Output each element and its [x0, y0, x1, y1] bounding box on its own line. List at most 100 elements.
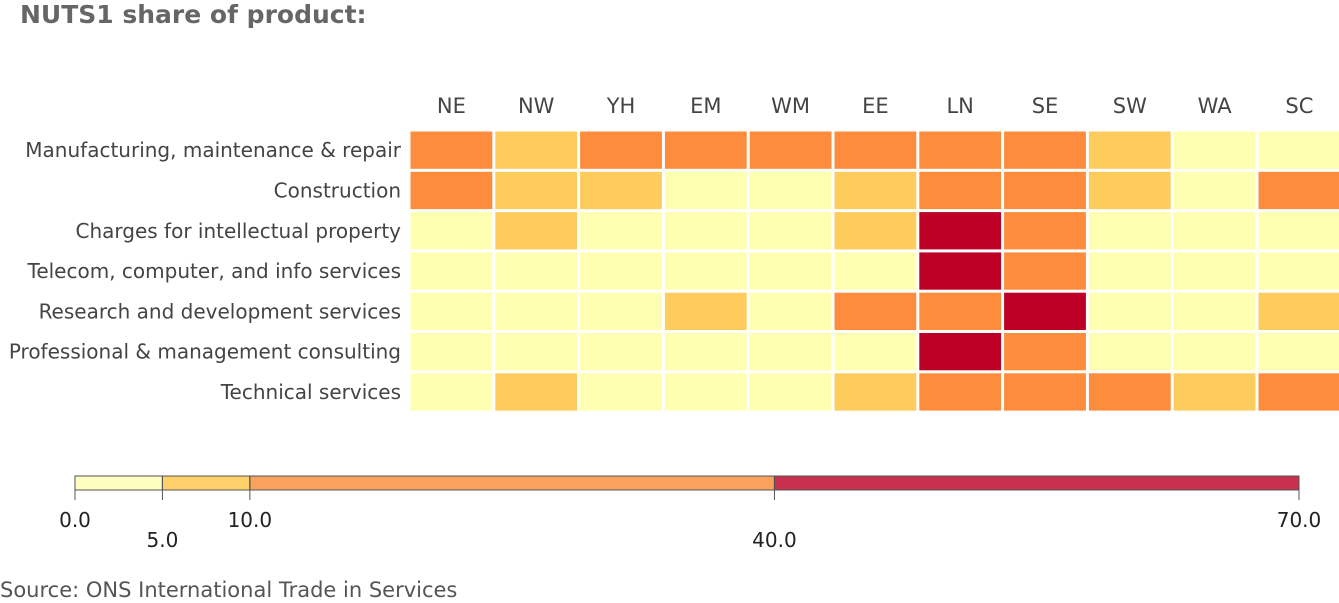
heatmap-cell — [664, 252, 747, 290]
heatmap-cell — [1258, 292, 1339, 330]
heatmap-cell — [1088, 171, 1171, 210]
heatmap-cell — [410, 171, 493, 210]
heatmap-cell — [580, 333, 662, 371]
column-label-ln: LN — [946, 94, 973, 118]
heatmap-cell — [1173, 373, 1256, 411]
heatmap-cell — [580, 292, 662, 330]
heatmap-cell — [919, 171, 1002, 210]
row-label: Manufacturing, maintenance & repair — [25, 138, 401, 162]
colorbar: 0.0 5.0 10.0 40.0 70.0 — [59, 475, 1322, 552]
heatmap-cell — [1088, 212, 1171, 250]
heatmap-cell — [495, 131, 578, 169]
heatmap-cell — [580, 252, 662, 290]
heatmap-cell — [1088, 292, 1171, 330]
colorbar-segment — [773, 475, 1300, 491]
heatmap-cell — [919, 292, 1002, 330]
source-note: Source: ONS International Trade in Servi… — [0, 578, 458, 602]
heatmap-cell — [919, 131, 1002, 169]
column-label-ee: EE — [862, 94, 889, 118]
colorbar-tick-label: 10.0 — [228, 508, 273, 532]
heatmap-cell — [834, 212, 917, 250]
heatmap-cell — [1258, 252, 1339, 290]
heatmap-cell — [1088, 131, 1171, 169]
heatmap-cell — [834, 292, 917, 330]
colorbar-segment — [74, 475, 163, 491]
heatmap-cell — [749, 131, 832, 169]
heatmap-cell — [834, 373, 917, 411]
row-label: Professional & management consulting — [9, 340, 401, 364]
heatmap-cell — [1004, 252, 1086, 290]
chart-title: NUTS1 share of product: — [20, 0, 367, 29]
heatmap-cell — [1258, 373, 1339, 411]
heatmap-cell — [580, 373, 662, 411]
heatmap-cell — [495, 212, 578, 250]
heatmap-cell — [749, 252, 832, 290]
heatmap-cell — [664, 171, 747, 210]
heatmap-cell — [749, 171, 832, 210]
heatmap-cell — [749, 212, 832, 250]
heatmap-cells — [410, 131, 1339, 411]
colorbar-segment — [249, 475, 775, 491]
heatmap-cell — [580, 212, 662, 250]
heatmap-cell — [1004, 212, 1086, 250]
heatmap-cell — [749, 333, 832, 371]
column-label-sw: SW — [1113, 94, 1147, 118]
row-label: Charges for intellectual property — [76, 219, 402, 243]
heatmap-cell — [495, 292, 578, 330]
column-label-yh: YH — [606, 94, 636, 118]
heatmap-cell — [1004, 171, 1086, 210]
row-label: Construction — [274, 178, 401, 202]
heatmap-cell — [495, 333, 578, 371]
heatmap-cell — [1173, 252, 1256, 290]
heatmap-cell — [580, 171, 662, 210]
heatmap-cell — [410, 212, 493, 250]
heatmap-cell — [749, 373, 832, 411]
heatmap-cell — [1173, 212, 1256, 250]
column-label-wa: WA — [1198, 94, 1233, 118]
colorbar-tick-label: 5.0 — [147, 528, 179, 552]
heatmap-cell — [1088, 252, 1171, 290]
heatmap-cell — [919, 252, 1002, 290]
column-label-ne: NE — [437, 94, 466, 118]
heatmap-cell — [1088, 373, 1171, 411]
heatmap-cell — [580, 131, 662, 169]
heatmap-cell — [1173, 292, 1256, 330]
column-label-nw: NW — [518, 94, 555, 118]
heatmap-cell — [1004, 333, 1086, 371]
heatmap-cell — [664, 373, 747, 411]
heatmap-cell — [1258, 333, 1339, 371]
heatmap-cell — [495, 252, 578, 290]
colorbar-segment — [161, 475, 251, 491]
heatmap-cell — [664, 333, 747, 371]
colorbar-tick-label: 0.0 — [59, 508, 91, 532]
heatmap-cell — [1173, 131, 1256, 169]
heatmap-cell — [834, 252, 917, 290]
heatmap-cell — [1004, 373, 1086, 411]
column-label-wm: WM — [771, 94, 810, 118]
heatmap-cell — [1004, 131, 1086, 169]
heatmap-cell — [495, 171, 578, 210]
row-label: Technical services — [220, 380, 401, 404]
column-label-se: SE — [1032, 94, 1059, 118]
heatmap-cell — [834, 333, 917, 371]
heatmap-cell — [410, 333, 493, 371]
heatmap-cell — [1088, 333, 1171, 371]
colorbar-tick-label: 70.0 — [1277, 508, 1322, 532]
row-label: Telecom, computer, and info services — [27, 259, 402, 283]
heatmap-cell — [664, 292, 747, 330]
heatmap-cell — [834, 171, 917, 210]
heatmap-cell — [410, 252, 493, 290]
heatmap-cell — [834, 131, 917, 169]
heatmap-cell — [919, 212, 1002, 250]
heatmap-cell — [410, 292, 493, 330]
row-labels: Manufacturing, maintenance & repair Const… — [9, 138, 402, 404]
heatmap-cell — [1004, 292, 1086, 330]
heatmap-cell — [410, 373, 493, 411]
heatmap-cell — [919, 333, 1002, 371]
heatmap-cell — [664, 131, 747, 169]
heatmap-cell — [1258, 131, 1339, 169]
heatmap-cell — [919, 373, 1002, 411]
row-label: Research and development services — [39, 299, 401, 323]
heatmap-cell — [495, 373, 578, 411]
column-label-em: EM — [690, 94, 721, 118]
